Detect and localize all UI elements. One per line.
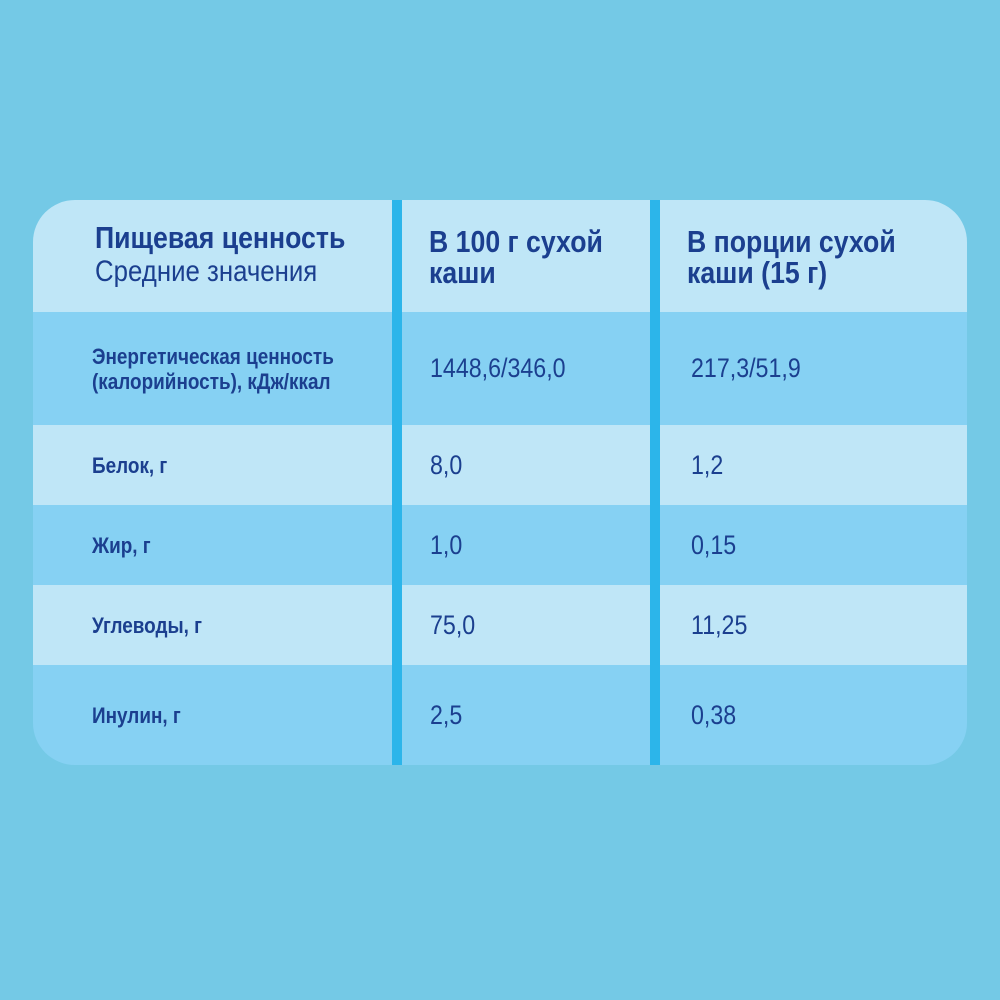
- table-row: Белок, г 8,0 1,2: [33, 425, 967, 505]
- cell-value: 1,0: [430, 529, 463, 560]
- header-title: Пищевая ценность: [95, 222, 425, 253]
- row-label: Углеводы, г: [92, 612, 203, 638]
- column-header: В порции сухой каши (15 г): [687, 224, 896, 290]
- header-cell: Пищевая ценность Средние значения: [95, 200, 425, 312]
- header-subtitle: Средние значения: [95, 253, 425, 291]
- cell-value: 1,2: [691, 449, 724, 480]
- row-label: Белок, г: [92, 452, 168, 478]
- nutrition-table: Пищевая ценность Средние значения В 100 …: [33, 200, 967, 765]
- table-row: Энергетическая ценность (калорийность), …: [33, 312, 967, 425]
- cell-value: 8,0: [430, 449, 463, 480]
- cell-value: 217,3/51,9: [691, 353, 801, 383]
- row-label: Инулин, г: [92, 702, 181, 728]
- column-divider: [650, 200, 660, 765]
- cell-value: 1448,6/346,0: [430, 353, 566, 383]
- header-title-text: Пищевая ценность: [95, 219, 346, 255]
- table-row: Инулин, г 2,5 0,38: [33, 665, 967, 765]
- header-row: Пищевая ценность Средние значения В 100 …: [33, 200, 967, 312]
- column-header: В 100 г сухой каши: [429, 224, 603, 290]
- cell-value: 0,38: [691, 699, 737, 730]
- cell-value: 75,0: [430, 609, 476, 640]
- row-label: Жир, г: [92, 532, 151, 558]
- column-divider: [392, 200, 402, 765]
- header-subtitle-text: Средние значения: [95, 254, 318, 288]
- row-label: Энергетическая ценность (калорийность), …: [92, 343, 334, 394]
- table-row: Жир, г 1,0 0,15: [33, 505, 967, 585]
- cell-value: 2,5: [430, 699, 463, 730]
- table-row: Углеводы, г 75,0 11,25: [33, 585, 967, 665]
- cell-value: 0,15: [691, 529, 737, 560]
- cell-value: 11,25: [691, 609, 748, 640]
